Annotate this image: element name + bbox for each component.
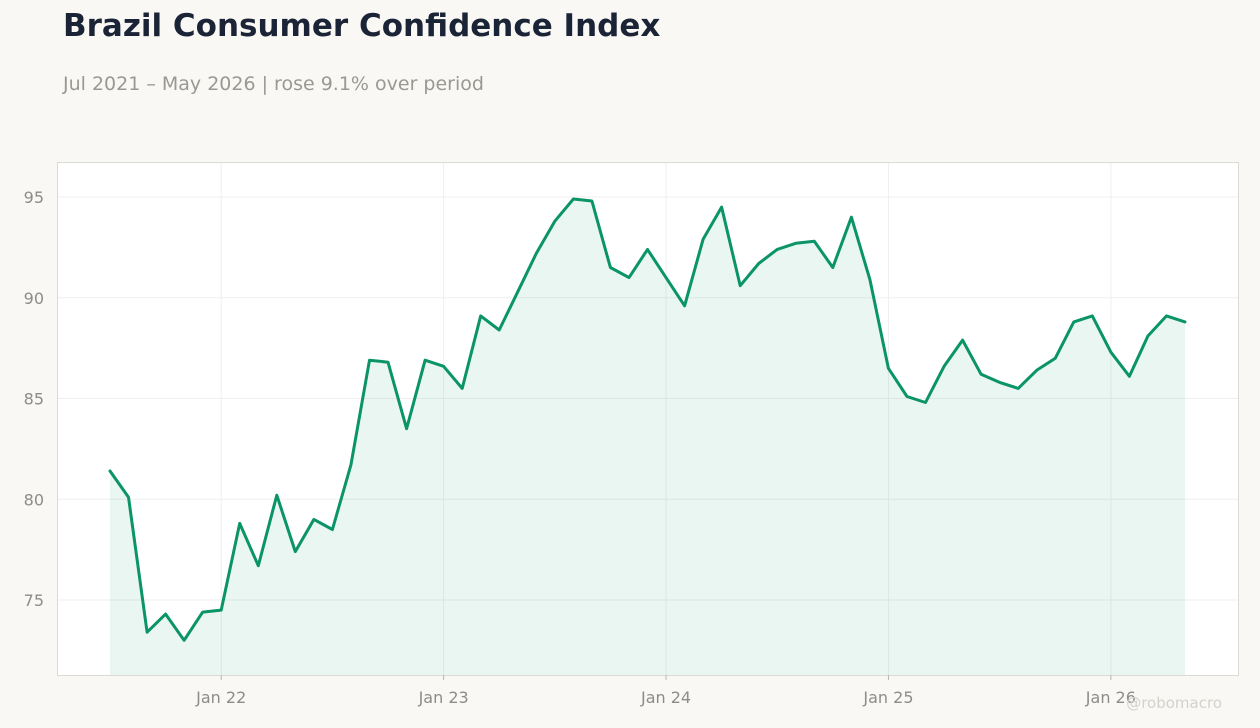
data-point (794, 242, 797, 245)
data-point (628, 276, 631, 279)
data-point (609, 266, 612, 269)
data-point (665, 276, 668, 279)
data-point (1035, 369, 1038, 372)
data-point (516, 290, 519, 293)
data-point (906, 395, 909, 398)
data-point (572, 198, 575, 201)
x-tick-label: Jan 23 (418, 688, 469, 707)
data-point (868, 278, 871, 281)
data-point (1091, 314, 1094, 317)
data-point (646, 248, 649, 251)
chart-subtitle: Jul 2021 – May 2026 | rose 9.1% over per… (63, 73, 484, 95)
grid-lines (58, 163, 1238, 675)
data-point (164, 613, 167, 616)
x-tick-label: Jan 26 (1085, 688, 1136, 707)
data-point (1128, 375, 1131, 378)
data-point (1017, 387, 1020, 390)
data-point (757, 262, 760, 265)
series-line (108, 197, 1187, 642)
data-point (961, 339, 964, 342)
data-point (127, 496, 130, 499)
data-point (813, 240, 816, 243)
y-tick-label: 90 (24, 289, 44, 308)
data-point (368, 359, 371, 362)
data-point (1165, 314, 1168, 317)
data-point (887, 367, 890, 370)
data-point (1146, 335, 1149, 338)
data-point (312, 518, 315, 521)
line-layer (108, 197, 1187, 642)
data-point (294, 550, 297, 553)
data-point (924, 401, 927, 404)
y-tick-label: 85 (24, 390, 44, 409)
data-point (1072, 320, 1075, 323)
x-tick-label: Jan 24 (640, 688, 691, 707)
chart-title: Brazil Consumer Confidence Index (63, 8, 661, 44)
data-point (331, 528, 334, 531)
data-point (461, 387, 464, 390)
y-tick-label: 75 (24, 591, 44, 610)
area-layer (110, 199, 1185, 675)
data-point (998, 381, 1001, 384)
series-area (110, 199, 1185, 675)
watermark: @robomacro (1126, 694, 1222, 712)
data-point (535, 252, 538, 255)
x-tick-label: Jan 22 (195, 688, 246, 707)
data-point (109, 470, 112, 473)
data-point (702, 238, 705, 241)
data-point (257, 564, 260, 567)
data-point (1054, 357, 1057, 360)
data-point (720, 206, 723, 209)
data-point (349, 464, 352, 467)
data-point (146, 631, 149, 634)
data-point (553, 220, 556, 223)
data-point (1184, 320, 1187, 323)
data-point (424, 359, 427, 362)
data-point (590, 200, 593, 203)
x-axis: Jan 22 Jan 23 Jan 24 Jan 25 Jan 26 (195, 675, 1136, 707)
data-point (831, 266, 834, 269)
data-point (220, 609, 223, 612)
y-tick-label: 95 (24, 188, 44, 207)
data-point (683, 304, 686, 307)
data-point (405, 427, 408, 430)
data-point (201, 611, 204, 614)
x-tick-label: Jan 25 (862, 688, 913, 707)
data-point (498, 329, 501, 332)
data-point (980, 373, 983, 376)
data-point (943, 365, 946, 368)
data-point (387, 361, 390, 364)
data-point (442, 365, 445, 368)
data-point (1109, 351, 1112, 354)
y-tick-label: 80 (24, 490, 44, 509)
data-point (776, 248, 779, 251)
data-point (479, 314, 482, 317)
data-point (850, 216, 853, 219)
data-point (275, 494, 278, 497)
data-point (183, 639, 186, 642)
y-axis: 75 80 85 90 95 (24, 188, 44, 610)
data-point (739, 284, 742, 287)
data-point (238, 522, 241, 525)
